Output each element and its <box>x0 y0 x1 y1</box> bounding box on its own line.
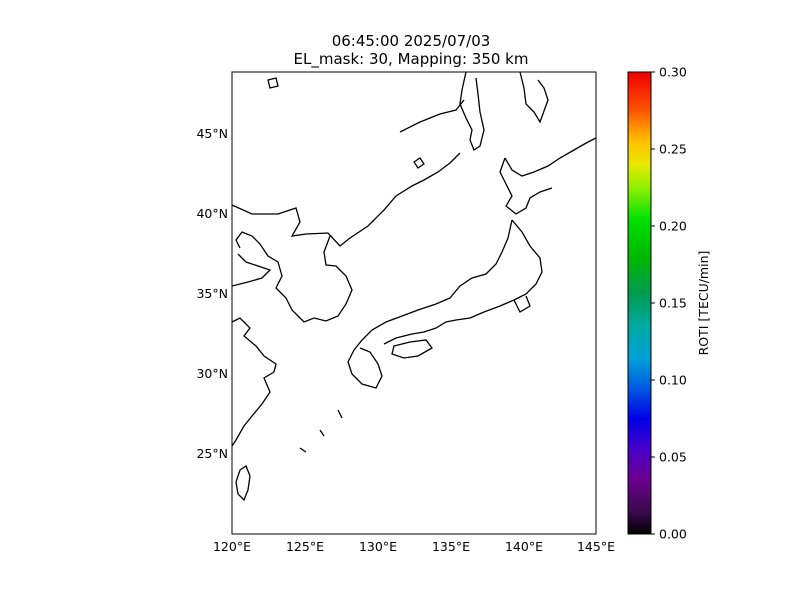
longitude-tick-labels: 120°E 125°E 130°E 135°E 140°E 145°E <box>213 539 615 554</box>
colorbar-gradient <box>627 71 652 535</box>
coastline-hokkaido <box>499 137 596 215</box>
coastline-primorye <box>232 152 461 247</box>
colorbar-tick-label: 0.15 <box>659 296 687 311</box>
title-line-1: 06:45:00 2025/07/03 <box>332 32 491 50</box>
coastline-shandong <box>232 253 272 287</box>
lon-tick-label: 125°E <box>286 539 324 554</box>
colorbar-tick-label: 0.30 <box>659 65 687 80</box>
map-panel <box>232 72 596 502</box>
coastline-sakhalin <box>459 72 485 151</box>
colorbar-tick-label: 0.20 <box>659 219 687 234</box>
coastline-shantar <box>267 77 279 89</box>
lat-tick-label: 25°N <box>196 446 228 461</box>
lon-tick-label: 145°E <box>577 539 615 554</box>
lat-tick-label: 30°N <box>196 366 228 381</box>
lon-tick-label: 130°E <box>359 539 397 554</box>
colorbar-tick-labels: 0.00 0.05 0.10 0.15 0.20 0.25 0.30 <box>651 65 687 542</box>
coastline-ryukyu <box>299 409 343 453</box>
coastline-okhotsk <box>399 99 465 133</box>
lon-tick-label: 140°E <box>505 539 543 554</box>
lon-tick-label: 120°E <box>213 539 251 554</box>
lat-tick-label: 45°N <box>196 126 228 141</box>
coastline-taiwan <box>235 465 251 502</box>
coastline-china <box>232 317 277 447</box>
lat-tick-label: 35°N <box>196 286 228 301</box>
coastlines <box>232 72 596 502</box>
coastline-kanto <box>513 295 531 313</box>
colorbar-tick-label: 0.00 <box>659 527 687 542</box>
latitude-tick-labels: 25°N 30°N 35°N 40°N 45°N <box>196 126 228 461</box>
lat-tick-label: 40°N <box>196 206 228 221</box>
colorbar-tick-label: 0.25 <box>659 142 687 157</box>
colorbar-tick-label: 0.10 <box>659 373 687 388</box>
coastline-kyushu <box>347 347 383 389</box>
map-frame <box>231 71 597 535</box>
coastline-korea <box>235 231 353 323</box>
coastline-rishiri <box>413 157 425 169</box>
colorbar-label: ROTI [TECU/min] <box>696 251 711 356</box>
title-line-2: EL_mask: 30, Mapping: 350 km <box>294 50 529 69</box>
colorbar: 0.00 0.05 0.10 0.15 0.20 0.25 0.30 ROTI [TECU/… <box>627 65 711 542</box>
coastline-kamchatka-edge <box>519 72 549 124</box>
lon-tick-label: 135°E <box>432 539 470 554</box>
coastline-shikoku <box>391 339 433 359</box>
coastline-honshu <box>353 219 543 351</box>
colorbar-tick-label: 0.05 <box>659 450 687 465</box>
